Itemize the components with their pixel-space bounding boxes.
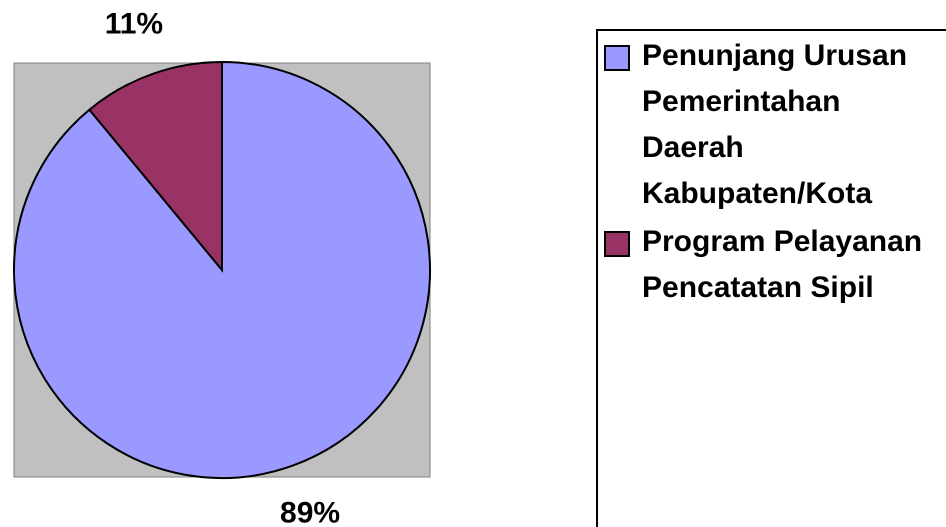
legend-label: Penunjang Urusan Pemerintahan Daerah Kab… [642,39,908,210]
legend-entry: Penunjang Urusan Pemerintahan Daerah Kab… [598,33,942,217]
data-label: 11% [105,7,163,40]
data-label: 89% [280,497,340,527]
pie-slice [88,60,223,273]
legend: Penunjang Urusan Pemerintahan Daerah Kab… [596,29,946,527]
legend-swatch [604,45,630,71]
legend-entry: Program Pelayanan Pencatatan Sipil [598,219,942,311]
legend-label: Program Pelayanan Pencatatan Sipil [642,225,923,304]
legend-swatch [604,231,630,257]
